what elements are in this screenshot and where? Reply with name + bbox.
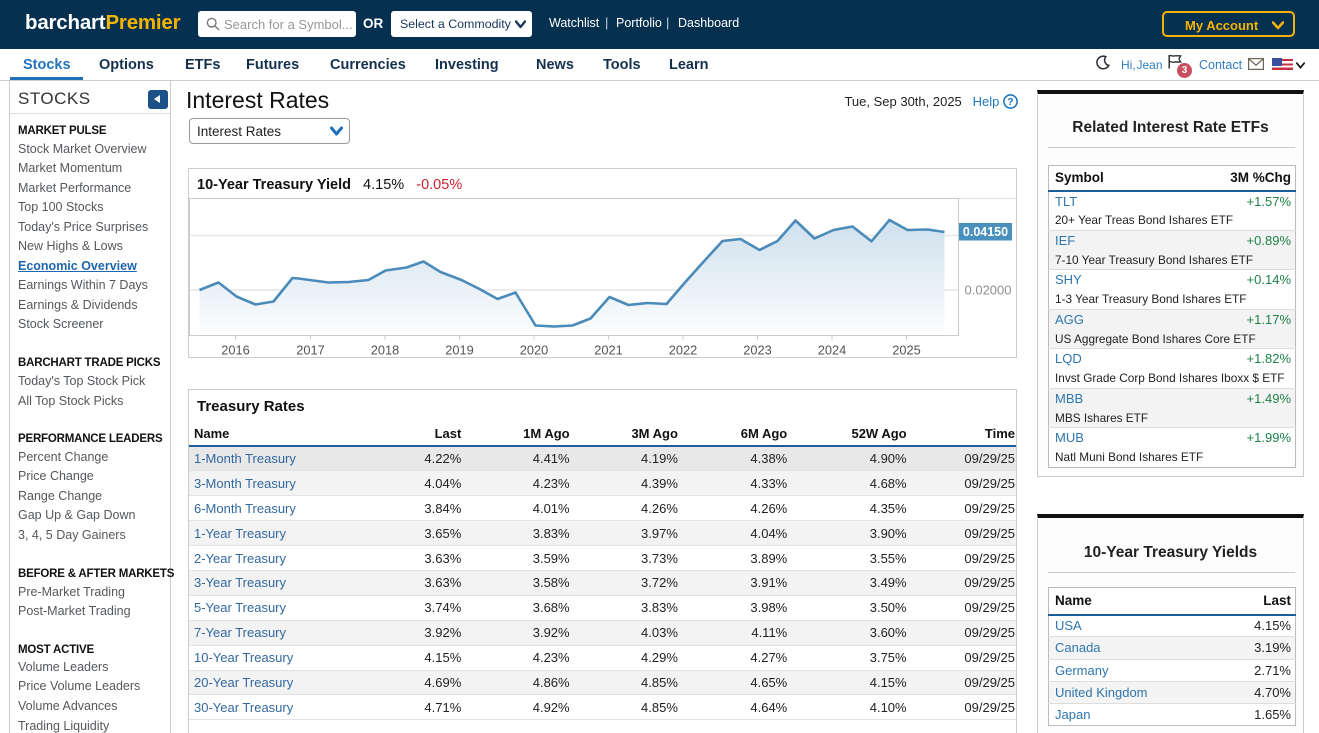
svg-text:2016: 2016: [221, 343, 249, 358]
svg-text:2023: 2023: [743, 343, 771, 358]
svg-text:0.02000: 0.02000: [965, 283, 1012, 298]
svg-text:2019: 2019: [445, 343, 473, 358]
svg-text:?: ?: [1007, 96, 1013, 108]
svg-text:2020: 2020: [520, 343, 548, 358]
svg-text:2021: 2021: [594, 343, 622, 358]
svg-text:2024: 2024: [818, 343, 846, 358]
svg-text:2025: 2025: [892, 343, 920, 358]
svg-text:2017: 2017: [296, 343, 324, 358]
svg-text:2022: 2022: [669, 343, 697, 358]
svg-text:2018: 2018: [371, 343, 399, 358]
svg-text:0.04150: 0.04150: [963, 225, 1008, 239]
